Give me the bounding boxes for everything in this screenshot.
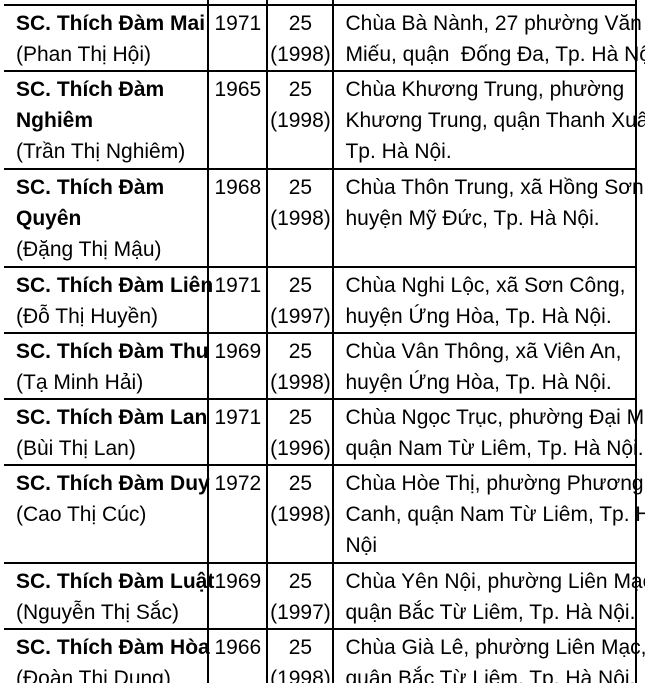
seniority-cell: 25 (1998): [266, 168, 335, 268]
birth-year-cell: 1969: [207, 332, 269, 400]
cropped-cell: [4, 0, 210, 6]
seniority-year-note: (1998): [270, 667, 331, 683]
cropped-row-above: [4, 0, 637, 6]
table-row: SC. Thích Đàm Liên (Đỗ Thị Huyền) 1971 2…: [4, 266, 637, 334]
seniority-years: 25: [288, 340, 313, 363]
secular-name: (Đoàn Thị Dung): [16, 667, 171, 683]
seniority-cell: 25 (1996): [266, 398, 335, 466]
dharma-name: SC. Thích Đàm Thu: [16, 340, 209, 363]
seniority-year-note: (1997): [270, 305, 331, 328]
secular-name: (Đỗ Thị Huyền): [16, 305, 158, 328]
address-cell: Chùa Ngọc Trục, phường Đại Mỗ, quận Nam …: [332, 398, 645, 466]
dharma-name: SC. Thích Đàm Lan: [16, 406, 208, 429]
seniority-cell: 25 (1998): [266, 628, 335, 683]
seniority-cell: 25 (1998): [266, 4, 335, 72]
seniority-cell: 25 (1998): [266, 332, 335, 400]
table-row: SC. Thích Đàm Hòa (Đoàn Thị Dung) 1966 2…: [4, 628, 645, 683]
table-row: SC. Thích Đàm Lan (Bùi Thị Lan) 1971 25 …: [4, 398, 645, 466]
address-cell: Chùa Vân Thông, xã Viên An, huyện Ứng Hò…: [332, 332, 637, 400]
seniority-year-note: (1996): [270, 437, 331, 460]
secular-name: (Đặng Thị Mậu): [16, 238, 162, 261]
birth-year-cell: 1971: [207, 398, 269, 466]
seniority-years: 25: [288, 406, 313, 429]
name-cell: SC. Thích Đàm Liên (Đỗ Thị Huyền): [4, 266, 214, 334]
seniority-years: 25: [288, 570, 313, 593]
clergy-registry-table: SC. Thích Đàm Mai (Phan Thị Hội) 1971 25…: [4, 0, 645, 683]
seniority-cell: 25 (1998): [266, 464, 335, 564]
address-cell: Chùa Thôn Trung, xã Hồng Sơn, huyện Mỹ Đ…: [332, 168, 645, 268]
address-cell: Chùa Già Lê, phường Liên Mạc, quận Bắc T…: [332, 628, 645, 683]
secular-name: (Nguyễn Thị Sắc): [16, 601, 180, 624]
address-cell: Chùa Yên Nội, phường Liên Mạc, quận Bắc …: [332, 562, 645, 630]
seniority-years: 25: [288, 636, 313, 659]
secular-name: (Trần Thị Nghiêm): [16, 140, 186, 163]
birth-year-cell: 1971: [207, 4, 269, 72]
table-row: SC. Thích Đàm Nghiêm (Trần Thị Nghiêm) 1…: [4, 70, 645, 170]
dharma-name: SC. Thích Đàm Mai: [16, 12, 206, 35]
seniority-cell: 25 (1997): [266, 562, 335, 630]
seniority-year-note: (1998): [270, 371, 331, 394]
name-cell: SC. Thích Đàm Nghiêm (Trần Thị Nghiêm): [4, 70, 210, 170]
dharma-name: SC. Thích Đàm Liên: [16, 274, 214, 297]
seniority-cell: 25 (1998): [266, 70, 335, 170]
seniority-year-note: (1998): [270, 43, 331, 66]
secular-name: (Phan Thị Hội): [16, 43, 152, 66]
cropped-cell: [207, 0, 269, 6]
table-row: SC. Thích Đàm Thu (Tạ Minh Hải) 1969 25 …: [4, 332, 637, 400]
table-row: SC. Thích Đàm Quyên (Đặng Thị Mậu) 1968 …: [4, 168, 645, 268]
table-row: SC. Thích Đàm Luật (Nguyễn Thị Sắc) 1969…: [4, 562, 645, 630]
name-cell: SC. Thích Đàm Lan (Bùi Thị Lan): [4, 398, 210, 466]
table-row: SC. Thích Đàm Duy (Cao Thị Cúc) 1972 25 …: [4, 464, 645, 564]
seniority-cell: 25 (1997): [266, 266, 335, 334]
address-cell: Chùa Hòe Thị, phường Phương Canh, quận N…: [332, 464, 645, 564]
dharma-name: SC. Thích Đàm Nghiêm: [16, 78, 165, 132]
name-cell: SC. Thích Đàm Luật (Nguyễn Thị Sắc): [4, 562, 215, 630]
dharma-name: SC. Thích Đàm Hòa: [16, 636, 210, 659]
secular-name: (Tạ Minh Hải): [16, 371, 144, 394]
seniority-years: 25: [288, 472, 313, 495]
seniority-years: 25: [288, 274, 313, 297]
seniority-year-note: (1998): [270, 207, 331, 230]
birth-year-cell: 1966: [207, 628, 269, 683]
name-cell: SC. Thích Đàm Quyên (Đặng Thị Mậu): [4, 168, 210, 268]
seniority-year-note: (1997): [270, 601, 331, 624]
birth-year-cell: 1969: [207, 562, 269, 630]
table-row: SC. Thích Đàm Mai (Phan Thị Hội) 1971 25…: [4, 4, 645, 72]
address-cell: Chùa Bà Nành, 27 phường Văn Miếu, quận Đ…: [332, 4, 645, 72]
cropped-cell: [266, 0, 335, 6]
name-cell: SC. Thích Đàm Duy (Cao Thị Cúc): [4, 464, 210, 564]
seniority-year-note: (1998): [270, 503, 331, 526]
name-cell: SC. Thích Đàm Mai (Phan Thị Hội): [4, 4, 210, 72]
secular-name: (Cao Thị Cúc): [16, 503, 147, 526]
birth-year-cell: 1972: [207, 464, 269, 564]
seniority-years: 25: [288, 12, 313, 35]
dharma-name: SC. Thích Đàm Luật: [16, 570, 215, 593]
address-cell: Chùa Nghi Lộc, xã Sơn Công, huyện Ứng Hò…: [332, 266, 637, 334]
name-cell: SC. Thích Đàm Hòa (Đoàn Thị Dung): [4, 628, 210, 683]
name-cell: SC. Thích Đàm Thu (Tạ Minh Hải): [4, 332, 210, 400]
secular-name: (Bùi Thị Lan): [16, 437, 136, 460]
seniority-years: 25: [288, 78, 313, 101]
seniority-year-note: (1998): [270, 109, 331, 132]
dharma-name: SC. Thích Đàm Quyên: [16, 176, 165, 230]
seniority-years: 25: [288, 176, 313, 199]
birth-year-cell: 1965: [207, 70, 269, 170]
cropped-cell: [332, 0, 637, 6]
dharma-name: SC. Thích Đàm Duy: [16, 472, 210, 495]
birth-year-cell: 1968: [207, 168, 269, 268]
birth-year-cell: 1971: [207, 266, 269, 334]
address-cell: Chùa Khương Trung, phường Khương Trung, …: [332, 70, 645, 170]
